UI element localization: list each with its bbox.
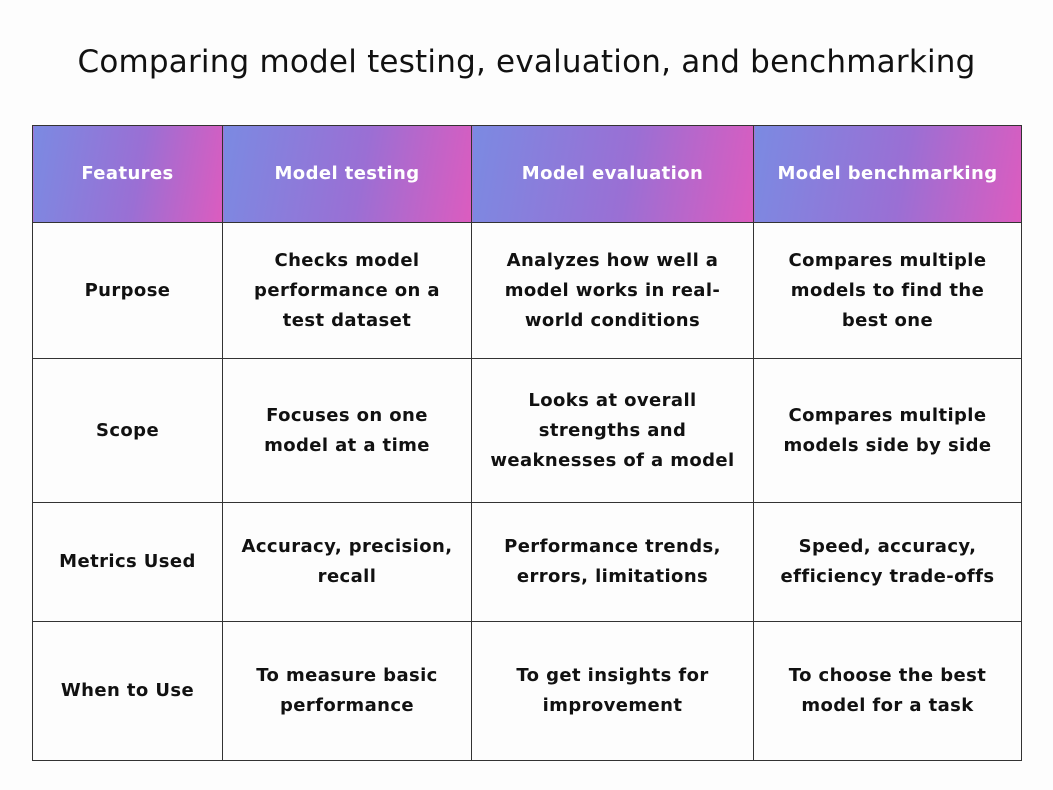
- table-cell: Checks model performance on a test datas…: [222, 222, 472, 359]
- row-header: Metrics Used: [32, 502, 223, 622]
- header-row: Features Model testing Model evaluation Mod…: [32, 125, 1022, 223]
- table-row: Purpose Checks model performance on a tes…: [32, 222, 1022, 359]
- column-header: Features: [32, 125, 223, 223]
- table-row: Scope Focuses on one model at a time Looks…: [32, 358, 1022, 503]
- table-cell: Accuracy, precision, recall: [222, 502, 472, 622]
- table-cell: Speed, accuracy, efficiency trade-offs: [753, 502, 1022, 622]
- table-cell: Focuses on one model at a time: [222, 358, 472, 503]
- row-header: Scope: [32, 358, 223, 503]
- table-cell: To get insights for improvement: [471, 621, 754, 761]
- column-header: Model benchmarking: [753, 125, 1022, 223]
- table-body: Purpose Checks model performance on a tes…: [32, 222, 1022, 761]
- comparison-table: Features Model testing Model evaluation Mod…: [32, 125, 1022, 761]
- table-row: Metrics Used Accuracy, precision, recall P…: [32, 502, 1022, 622]
- table-row: When to Use To measure basic performance T…: [32, 621, 1022, 761]
- page-title: Comparing model testing, evaluation, and…: [77, 44, 976, 80]
- table-cell: Compares multiple models side by side: [753, 358, 1022, 503]
- row-header: Purpose: [32, 222, 223, 359]
- table-cell: To choose the best model for a task: [753, 621, 1022, 761]
- row-header: When to Use: [32, 621, 223, 761]
- table-cell: Compares multiple models to find the bes…: [753, 222, 1022, 359]
- table-cell: Analyzes how well a model works in real-…: [471, 222, 754, 359]
- column-header: Model evaluation: [471, 125, 754, 223]
- table-cell: To measure basic performance: [222, 621, 472, 761]
- table-cell: Performance trends, errors, limitations: [471, 502, 754, 622]
- column-header: Model testing: [222, 125, 472, 223]
- table-cell: Looks at overall strengths and weaknesse…: [471, 358, 754, 503]
